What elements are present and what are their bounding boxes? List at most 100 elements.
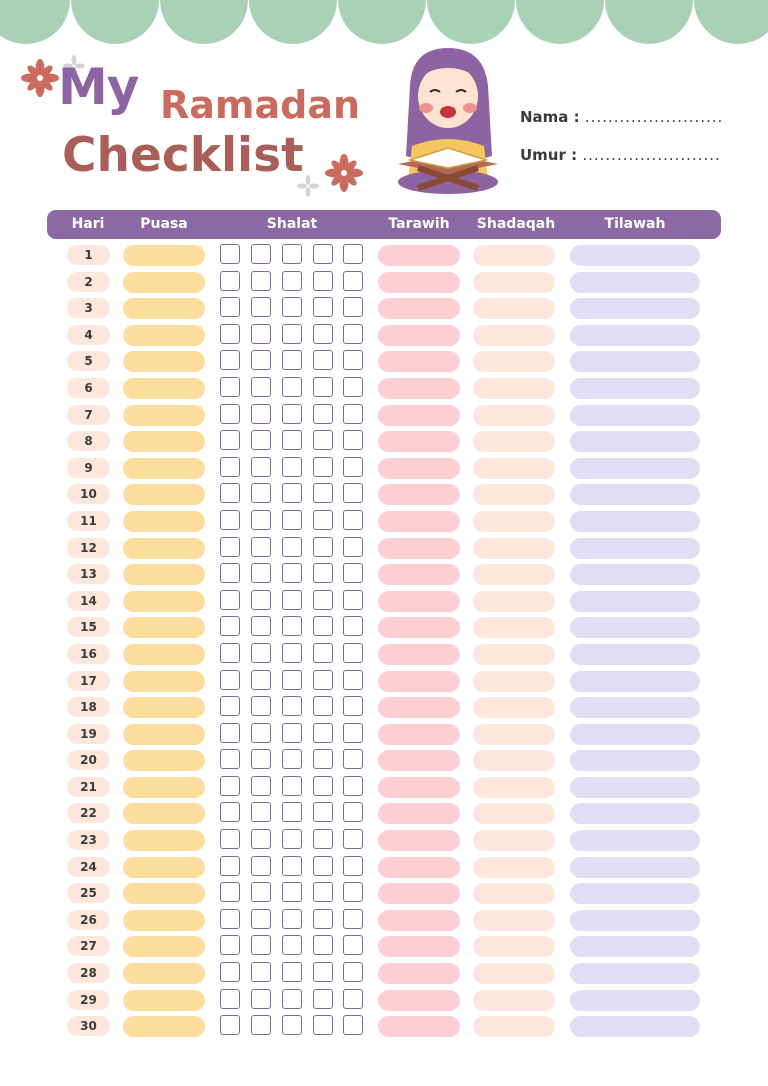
shalat-checkbox[interactable] (282, 376, 302, 397)
shalat-checkbox[interactable] (282, 775, 302, 796)
tilawah-field[interactable] (570, 697, 700, 719)
puasa-field[interactable] (123, 617, 205, 639)
shalat-checkbox[interactable] (251, 430, 271, 451)
shalat-checkbox[interactable] (251, 988, 271, 1009)
shalat-checkbox[interactable] (282, 642, 302, 663)
shalat-checkbox[interactable] (251, 536, 271, 557)
tarawih-field[interactable] (378, 989, 460, 1011)
shalat-checkbox[interactable] (251, 563, 271, 584)
tarawih-field[interactable] (378, 936, 460, 958)
shalat-checkbox[interactable] (220, 403, 240, 424)
shalat-checkbox[interactable] (313, 935, 333, 956)
shalat-checkbox[interactable] (313, 696, 333, 717)
shalat-checkbox[interactable] (343, 323, 363, 344)
shalat-checkbox[interactable] (343, 669, 363, 690)
tarawih-field[interactable] (378, 431, 460, 453)
tarawih-field[interactable] (378, 298, 460, 320)
shalat-checkbox[interactable] (313, 882, 333, 903)
shadaqah-field[interactable] (473, 1016, 555, 1038)
tarawih-field[interactable] (378, 883, 460, 905)
shalat-checkbox[interactable] (343, 988, 363, 1009)
tarawih-field[interactable] (378, 377, 460, 399)
shalat-checkbox[interactable] (313, 802, 333, 823)
puasa-field[interactable] (123, 963, 205, 985)
shalat-checkbox[interactable] (313, 509, 333, 530)
shalat-checkbox[interactable] (220, 456, 240, 477)
shadaqah-field[interactable] (473, 324, 555, 346)
shalat-checkbox[interactable] (220, 829, 240, 850)
shalat-checkbox[interactable] (282, 483, 302, 504)
shalat-checkbox[interactable] (343, 696, 363, 717)
shalat-checkbox[interactable] (282, 696, 302, 717)
shalat-checkbox[interactable] (313, 1015, 333, 1036)
shalat-checkbox[interactable] (343, 642, 363, 663)
tilawah-field[interactable] (570, 324, 700, 346)
shalat-checkbox[interactable] (282, 297, 302, 318)
shalat-checkbox[interactable] (251, 376, 271, 397)
shalat-checkbox[interactable] (343, 563, 363, 584)
shalat-checkbox[interactable] (251, 403, 271, 424)
puasa-field[interactable] (123, 377, 205, 399)
tilawah-field[interactable] (570, 298, 700, 320)
shalat-checkbox[interactable] (220, 935, 240, 956)
shalat-checkbox[interactable] (220, 430, 240, 451)
tarawih-field[interactable] (378, 776, 460, 798)
shalat-checkbox[interactable] (251, 1015, 271, 1036)
shadaqah-field[interactable] (473, 670, 555, 692)
tilawah-field[interactable] (570, 856, 700, 878)
shalat-checkbox[interactable] (220, 244, 240, 264)
shalat-checkbox[interactable] (282, 908, 302, 929)
shadaqah-field[interactable] (473, 457, 555, 479)
puasa-field[interactable] (123, 750, 205, 772)
shadaqah-field[interactable] (473, 776, 555, 798)
shalat-checkbox[interactable] (220, 775, 240, 796)
shalat-checkbox[interactable] (282, 1015, 302, 1036)
shalat-checkbox[interactable] (220, 988, 240, 1009)
shalat-checkbox[interactable] (220, 882, 240, 903)
tilawah-field[interactable] (570, 803, 700, 825)
puasa-field[interactable] (123, 431, 205, 453)
shalat-checkbox[interactable] (251, 509, 271, 530)
puasa-field[interactable] (123, 324, 205, 346)
shalat-checkbox[interactable] (313, 297, 333, 318)
shadaqah-field[interactable] (473, 723, 555, 745)
shalat-checkbox[interactable] (282, 616, 302, 637)
puasa-field[interactable] (123, 404, 205, 426)
shadaqah-field[interactable] (473, 643, 555, 665)
tarawih-field[interactable] (378, 484, 460, 506)
shalat-checkbox[interactable] (251, 350, 271, 371)
shalat-checkbox[interactable] (251, 270, 271, 291)
shalat-checkbox[interactable] (343, 962, 363, 983)
tilawah-field[interactable] (570, 377, 700, 399)
shadaqah-field[interactable] (473, 351, 555, 373)
puasa-field[interactable] (123, 803, 205, 825)
shalat-checkbox[interactable] (251, 749, 271, 770)
shalat-checkbox[interactable] (282, 509, 302, 530)
puasa-field[interactable] (123, 590, 205, 612)
shalat-checkbox[interactable] (251, 589, 271, 610)
tarawih-field[interactable] (378, 245, 460, 266)
shadaqah-field[interactable] (473, 245, 555, 266)
shalat-checkbox[interactable] (282, 855, 302, 876)
shalat-checkbox[interactable] (313, 908, 333, 929)
shalat-checkbox[interactable] (313, 536, 333, 557)
shalat-checkbox[interactable] (313, 403, 333, 424)
shalat-checkbox[interactable] (220, 749, 240, 770)
tarawih-field[interactable] (378, 590, 460, 612)
tarawih-field[interactable] (378, 271, 460, 293)
shalat-checkbox[interactable] (343, 270, 363, 291)
shalat-checkbox[interactable] (220, 722, 240, 743)
shalat-checkbox[interactable] (282, 589, 302, 610)
shalat-checkbox[interactable] (282, 962, 302, 983)
shalat-checkbox[interactable] (313, 775, 333, 796)
shalat-checkbox[interactable] (251, 616, 271, 637)
tilawah-field[interactable] (570, 431, 700, 453)
shalat-checkbox[interactable] (251, 669, 271, 690)
puasa-field[interactable] (123, 909, 205, 931)
shalat-checkbox[interactable] (251, 962, 271, 983)
shalat-checkbox[interactable] (220, 323, 240, 344)
shalat-checkbox[interactable] (251, 908, 271, 929)
shadaqah-field[interactable] (473, 377, 555, 399)
puasa-field[interactable] (123, 271, 205, 293)
shalat-checkbox[interactable] (220, 376, 240, 397)
